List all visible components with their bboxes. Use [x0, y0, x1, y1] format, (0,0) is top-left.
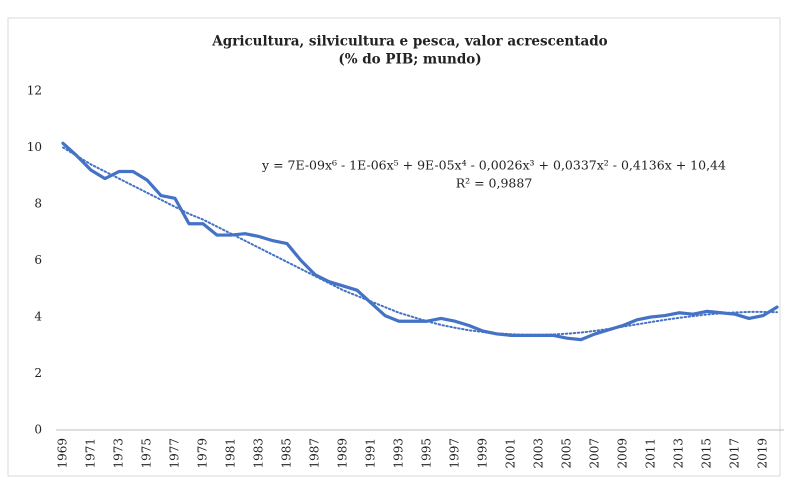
x-tick-label: 2001	[504, 438, 518, 469]
x-tick-label: 2007	[588, 438, 602, 469]
y-tick-label: 8	[34, 197, 42, 211]
x-tick-label: 1999	[476, 438, 490, 469]
x-tick-label: 2013	[672, 438, 686, 469]
x-tick-label: 1977	[168, 438, 182, 469]
x-tick-label: 2009	[616, 438, 630, 469]
x-tick-label: 1983	[252, 438, 266, 469]
x-tick-label: 1995	[420, 438, 434, 469]
chart-title: Agricultura, silvicultura e pesca, valor…	[211, 34, 607, 50]
x-tick-label: 1985	[280, 438, 294, 469]
x-tick-label: 2005	[560, 438, 574, 469]
y-tick-label: 6	[34, 253, 42, 267]
y-tick-label: 10	[27, 140, 42, 154]
x-tick-label: 1971	[84, 438, 98, 469]
x-tick-label: 1981	[224, 438, 238, 469]
data-line	[61, 141, 779, 342]
trend-equation: y = 7E-09x⁶ - 1E-06x⁵ + 9E-05x⁴ - 0,0026…	[261, 158, 726, 173]
x-tick-label: 1975	[140, 438, 154, 469]
x-tick-label: 1993	[392, 438, 406, 469]
chart-subtitle: (% do PIB; mundo)	[338, 52, 481, 68]
x-tick-label: 2015	[700, 438, 714, 469]
y-tick-label: 12	[27, 84, 42, 98]
y-tick-label: 4	[34, 310, 42, 324]
x-tick-label: 1997	[448, 438, 462, 469]
r-squared: R² = 0,9887	[456, 176, 533, 191]
y-tick-label: 0	[34, 423, 42, 437]
x-tick-label: 1973	[112, 438, 126, 469]
x-tick-label: 1987	[308, 438, 322, 469]
x-tick-label: 1969	[56, 438, 70, 469]
x-tick-label: 1991	[364, 438, 378, 469]
x-tick-label: 2017	[728, 438, 742, 469]
x-tick-label: 1989	[336, 438, 350, 469]
x-tick-label: 1979	[196, 438, 210, 469]
y-tick-label: 2	[34, 366, 42, 380]
x-tick-label: 2003	[532, 438, 546, 469]
chart-frame	[7, 17, 781, 477]
x-tick-label: 2011	[644, 438, 658, 469]
trendline	[62, 146, 778, 336]
x-tick-label: 2019	[756, 438, 770, 469]
